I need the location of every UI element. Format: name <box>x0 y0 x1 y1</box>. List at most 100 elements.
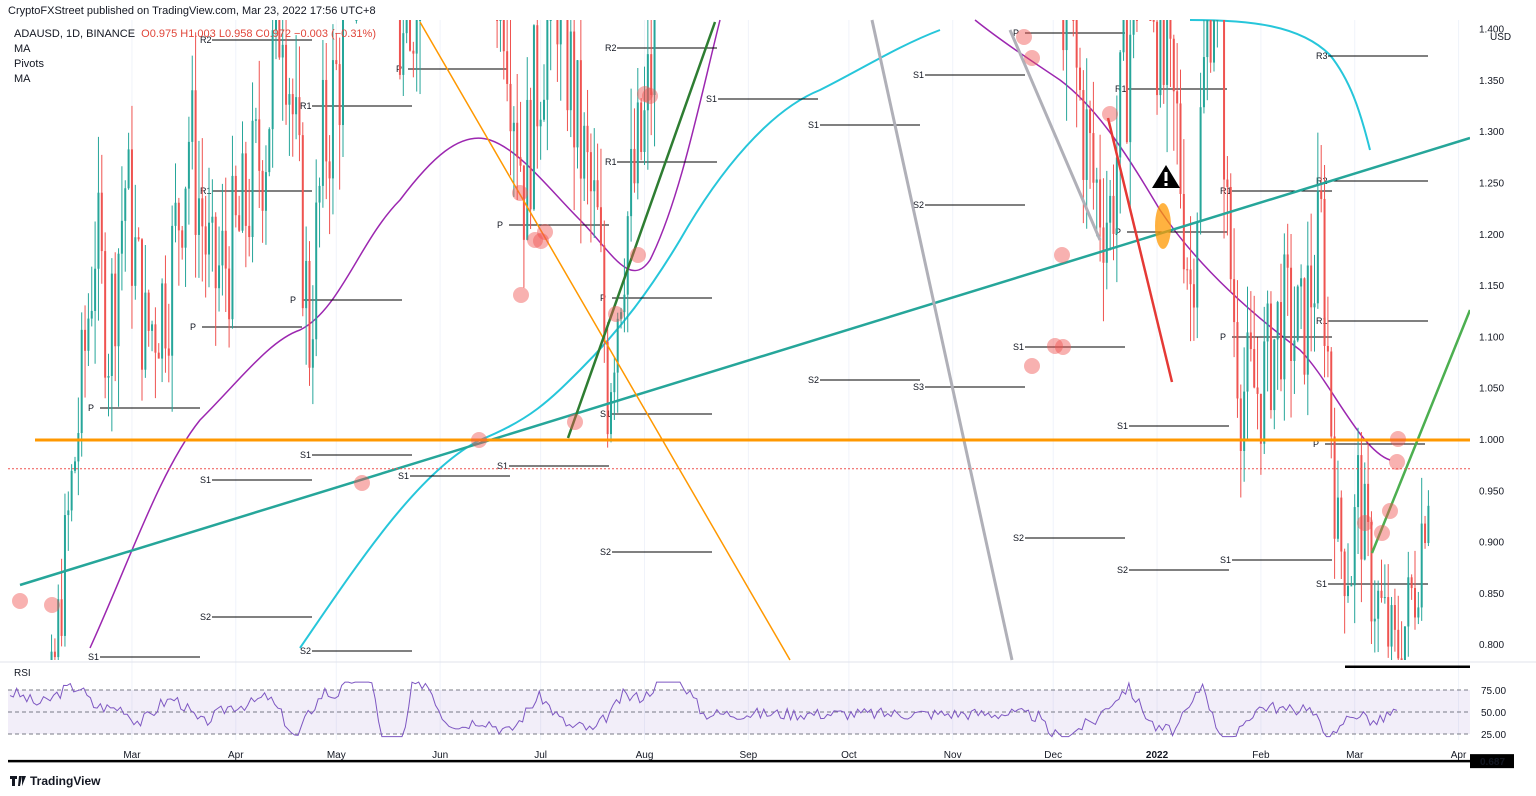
candle-body <box>1300 278 1303 287</box>
pivot-label: P <box>1220 332 1226 342</box>
candle-body <box>1266 303 1269 342</box>
candle-body <box>1182 193 1185 270</box>
candle-body <box>1102 227 1105 263</box>
candle-body <box>522 165 525 240</box>
legend-study-pivots[interactable]: Pivots <box>14 58 44 70</box>
candle-body <box>231 175 234 320</box>
trendline-grey-2 <box>1008 29 1102 241</box>
support-circle <box>527 232 543 248</box>
candle-body <box>1085 109 1088 180</box>
candle-body <box>1152 20 1155 22</box>
candle-body <box>254 119 257 121</box>
pivot-label: R1 <box>1316 316 1328 326</box>
candle-body <box>285 44 288 105</box>
candle-body <box>1186 269 1189 271</box>
support-circle <box>1374 525 1390 541</box>
pivot-label: S3 <box>913 382 924 392</box>
time-tick-label: Jul <box>534 750 547 761</box>
legend-study-ma2[interactable]: MA <box>14 73 31 85</box>
candle-body <box>1172 38 1175 92</box>
candle-body <box>318 185 321 203</box>
price-axis[interactable]: 0.800 0.850 0.900 0.950 1.000 1.050 1.100 1.150… <box>1470 0 1536 740</box>
time-tick-label: May <box>327 750 346 761</box>
candle-body <box>586 125 589 153</box>
candle-body <box>1156 21 1159 96</box>
support-circle <box>354 475 370 491</box>
candle-body <box>1202 57 1205 108</box>
candle-body <box>275 20 277 31</box>
time-axis[interactable]: Mar Apr May Jun Jul Aug Sep Oct Nov Dec 2022 Feb Mar… <box>123 750 1467 761</box>
candle-body <box>134 237 137 286</box>
candle-body <box>107 375 110 378</box>
candle-body <box>1119 52 1122 158</box>
pivot-label: S1 <box>1013 342 1024 352</box>
candle-body <box>1132 20 1135 35</box>
candle-body <box>70 470 73 511</box>
candle-body <box>342 20 344 126</box>
candle-body <box>278 20 281 58</box>
candle-body <box>141 239 143 370</box>
candle-body <box>509 83 512 132</box>
support-circle <box>1390 431 1406 447</box>
candle-body <box>1095 179 1098 183</box>
candle-body <box>100 192 103 252</box>
ma-purple <box>89 19 721 649</box>
candle-body <box>181 230 184 248</box>
candle-body <box>184 188 187 248</box>
pivot-label: S1 <box>300 450 311 460</box>
candle-body <box>640 102 643 152</box>
candle-body <box>496 20 499 21</box>
tradingview-logo[interactable]: TradingView <box>10 774 100 788</box>
candle-body <box>1166 20 1169 85</box>
pivot-label: P <box>1013 28 1019 38</box>
published-header: CryptoFXStreet published on TradingView.… <box>8 5 376 17</box>
candle-body <box>1162 20 1165 85</box>
candle-body <box>1256 387 1259 394</box>
support-circle <box>1024 50 1040 66</box>
candle-body <box>1340 497 1343 552</box>
candle-body <box>1410 577 1413 589</box>
candle-body <box>104 251 107 378</box>
rsi-level-label: 50.00 <box>1481 708 1506 719</box>
time-tick-label: Jun <box>432 750 448 761</box>
candle-body <box>127 149 130 189</box>
candle-body <box>1179 103 1182 194</box>
candle-body <box>315 202 318 340</box>
pivot-label: R1 <box>605 157 617 167</box>
support-circle <box>533 233 549 249</box>
candle-body <box>1273 339 1276 411</box>
candle-body <box>1293 340 1296 361</box>
candle-body <box>1373 618 1376 622</box>
candle-body <box>144 292 147 370</box>
support-circles <box>12 29 1406 613</box>
candle-body <box>311 339 314 368</box>
currency-label: USD <box>1490 32 1511 43</box>
candle-body <box>1092 133 1095 183</box>
candle-body <box>516 122 519 158</box>
candle-body <box>214 216 217 289</box>
support-circle <box>1016 29 1032 45</box>
support-circle <box>44 597 60 613</box>
candle-body <box>1427 505 1430 544</box>
time-tick-label: Sep <box>739 750 757 761</box>
candle-body <box>1387 597 1390 647</box>
candle-body <box>137 237 140 240</box>
candle-body <box>1367 483 1370 522</box>
candle-body <box>87 318 90 351</box>
pivot-label: S1 <box>398 471 409 481</box>
support-circle <box>1055 339 1071 355</box>
tradingview-icon <box>10 776 26 786</box>
time-tick-label: Mar <box>123 750 141 761</box>
candle-body <box>271 30 274 130</box>
candle-body <box>419 20 422 21</box>
candle-body <box>549 20 552 21</box>
candle-body <box>201 198 204 227</box>
legend-study-ma[interactable]: MA <box>14 43 31 55</box>
candle-body <box>566 20 569 111</box>
candle-body <box>1236 322 1239 399</box>
pivot-label: S2 <box>1117 565 1128 575</box>
price-candles <box>50 20 1430 660</box>
candle-body <box>197 198 200 235</box>
candle-body <box>1072 20 1075 21</box>
